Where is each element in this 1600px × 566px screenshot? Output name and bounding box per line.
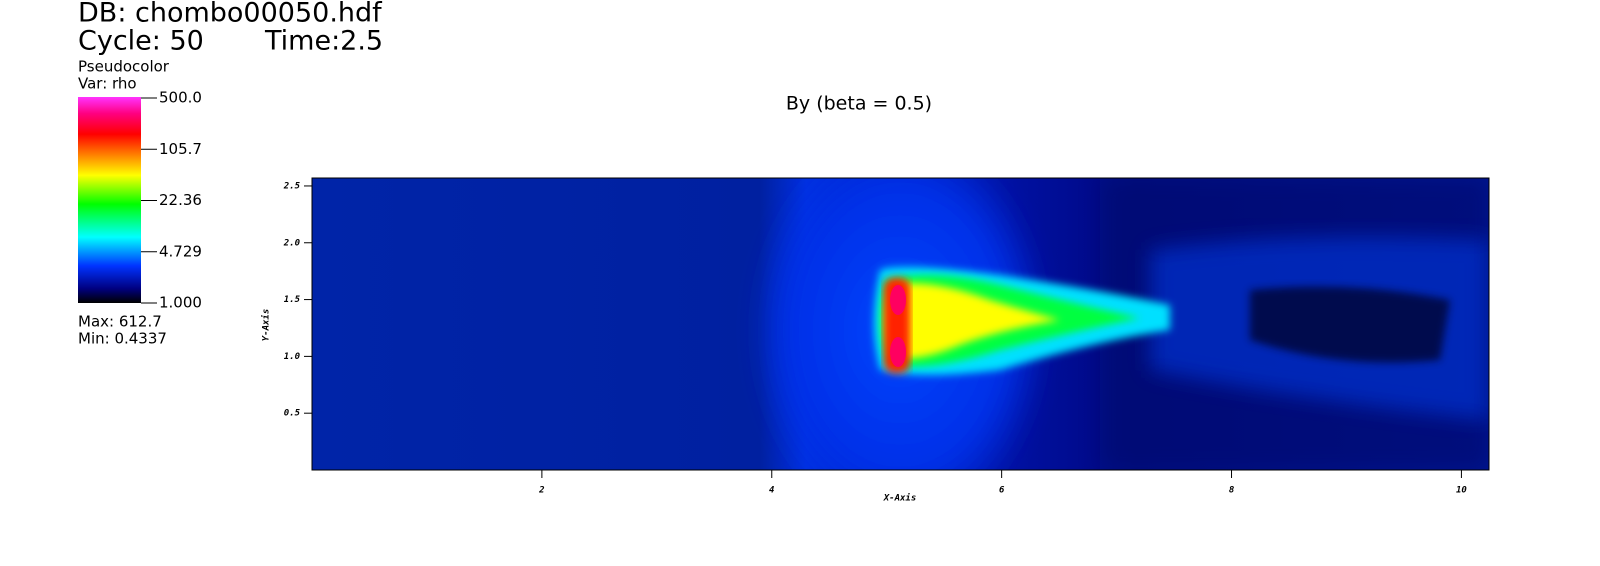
x-axis-label: X-Axis: [883, 493, 917, 504]
min-label: Min: 0.4337: [78, 330, 167, 348]
plot-type: Pseudocolor: [78, 58, 170, 76]
colorbar-label: 22.36: [159, 191, 202, 209]
x-tick-label: 2: [538, 486, 544, 496]
time-label: Time:2.5: [264, 26, 383, 57]
colorbar-label: 500.0: [159, 89, 202, 107]
y-tick-label: 1.5: [284, 295, 301, 305]
y-tick-label: 0.5: [284, 409, 301, 419]
db-label: DB: chombo00050.hdf: [78, 0, 383, 29]
y-tick-label: 1.0: [284, 352, 301, 362]
density-field: [312, 178, 1489, 470]
plot-title: By (beta = 0.5): [786, 93, 932, 115]
max-label: Max: 612.7: [78, 313, 162, 331]
x-tick-label: 10: [1456, 486, 1467, 496]
y-tick-label: 2.0: [283, 238, 301, 248]
x-tick-label: 4: [769, 486, 774, 496]
colorbar-label: 1.000: [159, 294, 202, 312]
colorbar-label: 4.729: [159, 242, 202, 260]
plot-frame: [311, 177, 1490, 471]
x-tick-label: 8: [1229, 486, 1234, 496]
colorbar-label: 105.7: [159, 140, 202, 158]
var-label: Var: rho: [78, 75, 137, 93]
x-tick-label: 6: [999, 486, 1005, 496]
y-tick-label: 2.5: [283, 181, 301, 191]
color-bar: [78, 97, 141, 303]
dynamic: 2 4 6 8 10 0.5 1.0 1.5 2.0 2.5 500.0 105.7 22.36 4.72…: [141, 89, 1467, 496]
y-axis-label: Y-Axis: [261, 309, 272, 342]
cycle-label: Cycle: 50: [78, 26, 204, 57]
